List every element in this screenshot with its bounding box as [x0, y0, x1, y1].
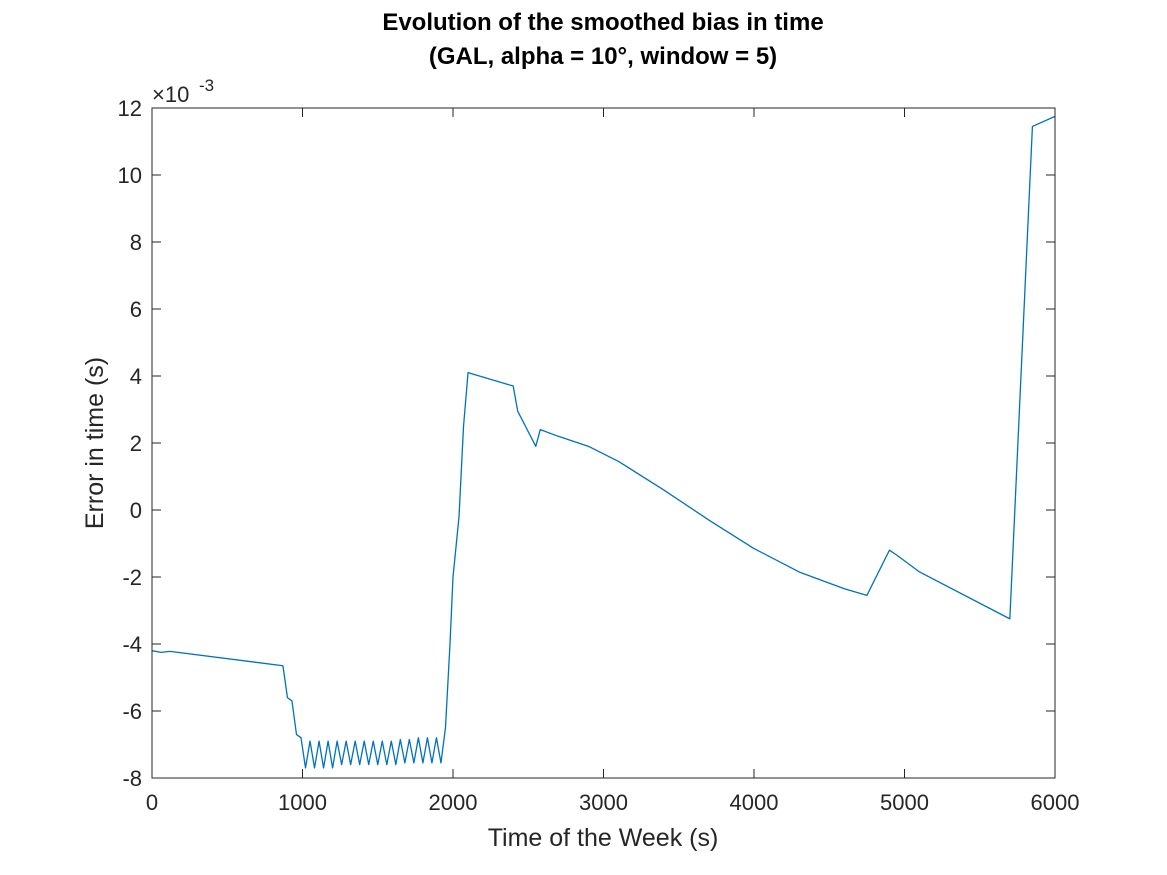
y-axis-ticks: -8 -6 -4 -2 0 2 4 6 8 10 12 — [118, 96, 1055, 791]
series-line — [151, 115, 1056, 769]
y-tick-label: 8 — [130, 230, 142, 255]
data-layer — [151, 115, 1056, 769]
x-tick-label: 4000 — [730, 790, 779, 815]
x-tick-label: 2000 — [429, 790, 478, 815]
y-tick-label: -2 — [122, 565, 142, 590]
y-tick-label: -4 — [122, 632, 142, 657]
x-axis-ticks: 0 1000 2000 3000 4000 5000 6000 — [146, 108, 1080, 815]
x-tick-label: 0 — [146, 790, 158, 815]
x-tick-label: 6000 — [1031, 790, 1080, 815]
y-tick-label: 6 — [130, 297, 142, 322]
y-exponent-power: -3 — [199, 76, 214, 95]
x-axis-label: Time of the Week (s) — [488, 824, 719, 852]
y-tick-label: -8 — [122, 766, 142, 791]
y-tick-label: -6 — [122, 699, 142, 724]
x-tick-label: 1000 — [278, 790, 327, 815]
chart-subtitle: (GAL, alpha = 10°, window = 5) — [429, 43, 777, 70]
x-tick-label: 5000 — [880, 790, 929, 815]
plot-area — [152, 108, 1055, 778]
y-tick-label: 12 — [118, 96, 142, 121]
y-tick-label: 10 — [118, 163, 142, 188]
chart-title: Evolution of the smoothed bias in time — [382, 9, 823, 36]
x-tick-label: 3000 — [579, 790, 628, 815]
y-axis-label: Error in time (s) — [81, 357, 109, 529]
y-tick-label: 2 — [130, 431, 142, 456]
y-exponent-label: ×10 -3 — [152, 76, 214, 107]
y-tick-label: 0 — [130, 498, 142, 523]
y-tick-label: 4 — [130, 364, 142, 389]
y-exponent-multiplier: ×10 — [152, 82, 189, 107]
